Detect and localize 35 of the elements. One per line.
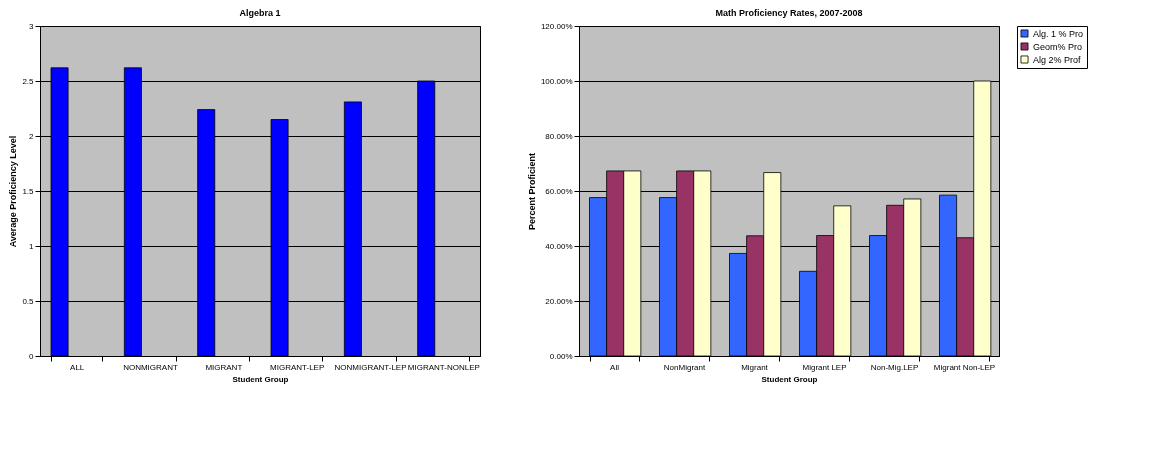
chart-title: Algebra 1 <box>239 8 281 18</box>
x-tick-label: Migrant Non-LEP <box>933 362 996 372</box>
y-tick-label: 80.00% <box>545 131 573 141</box>
y-axis-title: Average Proficiency Level <box>8 135 19 248</box>
x-tick-label: All <box>610 362 620 372</box>
y-tick-label: 3 <box>29 21 35 31</box>
legend-label: Alg 2% Prof <box>1033 54 1082 65</box>
chart-title: Math Proficiency Rates, 2007-2008 <box>715 8 863 18</box>
x-tick-label: MIGRANT-NONLEP <box>407 362 480 372</box>
y-tick-label: 120.00% <box>540 21 573 31</box>
x-tick-label: NonMigrant <box>663 362 706 372</box>
x-tick-label: MIGRANT-LEP <box>270 362 325 372</box>
x-axis-title: Student Group <box>232 374 289 384</box>
y-tick-label: 20.00% <box>545 296 573 306</box>
x-axis-title: Student Group <box>761 374 818 384</box>
y-tick-label: 60.00% <box>545 186 573 196</box>
x-tick-label: Migrant LEP <box>802 362 847 372</box>
y-axis-title: Percent Proficient <box>526 152 537 231</box>
y-tick-label: 2.5 <box>22 76 35 86</box>
x-tick-label: MIGRANT <box>205 362 243 372</box>
y-tick-label: 40.00% <box>545 241 573 251</box>
y-tick-label: 2 <box>29 131 35 141</box>
y-tick-label: 1.5 <box>22 186 35 196</box>
legend-label: Geom% Pro <box>1033 41 1083 52</box>
legend-label: Alg. 1 % Pro <box>1033 28 1084 39</box>
x-tick-label: NONMIGRANT-LEP <box>334 362 407 372</box>
x-tick-label: Non-Mig.LEP <box>870 362 919 372</box>
y-tick-label: 0 <box>29 351 35 361</box>
y-tick-label: 100.00% <box>540 76 573 86</box>
x-tick-label: Migrant <box>741 362 769 372</box>
x-tick-label: ALL <box>70 362 85 372</box>
y-tick-label: 0.5 <box>22 296 35 306</box>
y-tick-label: 0.00% <box>549 351 573 361</box>
x-tick-label: NONMIGRANT <box>123 362 178 372</box>
y-tick-label: 1 <box>29 241 35 251</box>
